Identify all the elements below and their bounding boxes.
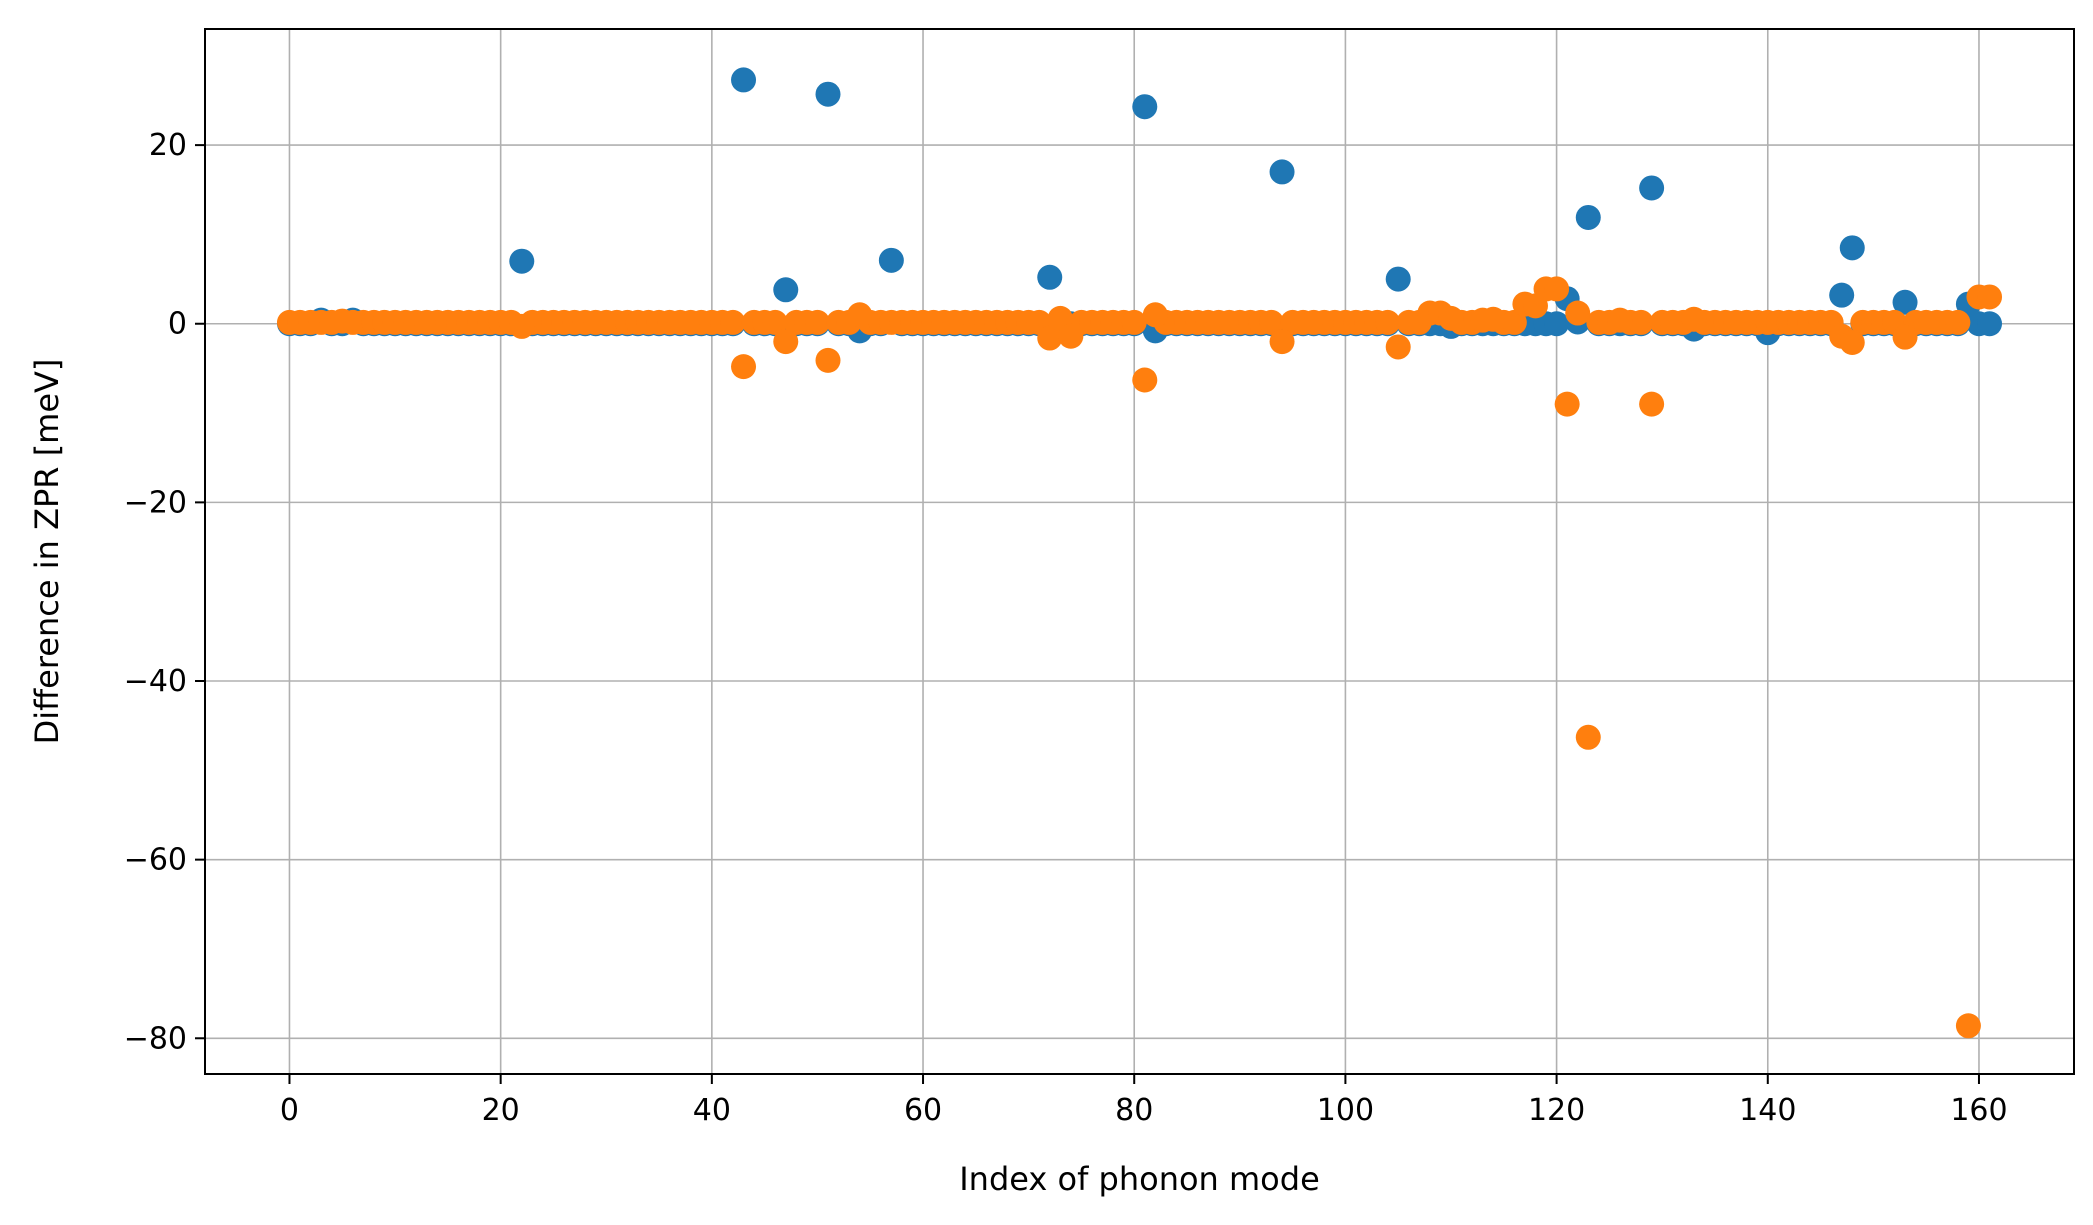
data-point	[1544, 276, 1570, 302]
data-point	[329, 308, 355, 334]
data-point	[1829, 282, 1855, 308]
data-point	[1132, 367, 1158, 393]
data-point	[509, 313, 535, 339]
data-point	[1977, 284, 2003, 310]
data-point	[1628, 309, 1654, 335]
data-point	[878, 247, 904, 273]
data-point	[1554, 391, 1580, 417]
y-tick-label: −60	[124, 843, 187, 878]
data-point	[815, 81, 841, 107]
x-tick-label: 60	[904, 1093, 942, 1128]
data-point	[1977, 311, 2003, 337]
x-axis-label: Index of phonon mode	[959, 1160, 1320, 1198]
y-tick-label: −20	[124, 485, 187, 520]
data-point	[847, 302, 873, 328]
y-tick-label: −80	[124, 1021, 187, 1056]
data-point	[1544, 311, 1570, 337]
data-point	[1480, 306, 1506, 332]
x-tick-label: 140	[1739, 1093, 1796, 1128]
data-point	[1037, 264, 1063, 290]
data-point	[1058, 323, 1084, 349]
data-point	[509, 248, 535, 274]
y-tick-label: 20	[149, 128, 187, 163]
data-point	[1892, 324, 1918, 350]
x-tick-label: 80	[1115, 1093, 1153, 1128]
data-point	[1575, 204, 1601, 230]
x-tick-label: 40	[693, 1093, 731, 1128]
data-point	[720, 309, 746, 335]
x-tick-label: 120	[1528, 1093, 1585, 1128]
data-point	[1385, 334, 1411, 360]
data-point	[804, 309, 830, 335]
x-tick-label: 20	[482, 1093, 520, 1128]
data-point	[762, 309, 788, 335]
data-point	[1565, 300, 1591, 326]
data-point	[731, 67, 757, 93]
data-point	[1639, 391, 1665, 417]
data-point	[1121, 309, 1147, 335]
series-layer	[276, 67, 2003, 1039]
ticks: 0 20 40 60 80 100 120 140 160 20 0 −20 −40 −60 −80	[124, 128, 2008, 1128]
data-point	[815, 347, 841, 373]
data-point	[1269, 159, 1295, 185]
data-point	[773, 277, 799, 303]
data-point	[731, 354, 757, 380]
data-point	[1681, 306, 1707, 332]
data-point	[1839, 235, 1865, 261]
data-point	[1839, 330, 1865, 355]
data-point	[773, 329, 799, 355]
data-point	[1945, 309, 1971, 335]
data-point	[1258, 309, 1284, 335]
data-point	[1607, 307, 1633, 333]
data-point	[1438, 305, 1464, 331]
x-tick-label: 100	[1317, 1093, 1374, 1128]
data-point	[1639, 175, 1665, 201]
y-tick-label: −40	[124, 664, 187, 699]
data-point	[1269, 329, 1295, 355]
data-point	[1892, 289, 1918, 315]
data-point	[1501, 309, 1527, 335]
x-tick-label: 160	[1950, 1093, 2007, 1128]
data-point	[1955, 1013, 1981, 1039]
data-point	[1375, 309, 1401, 335]
data-point	[1575, 724, 1601, 750]
data-point	[1142, 302, 1168, 328]
data-point	[1132, 94, 1158, 120]
data-point	[1037, 325, 1063, 351]
data-point	[1385, 266, 1411, 292]
y-axis-label: Difference in ZPR [meV]	[28, 359, 66, 745]
plot-frame	[204, 28, 2075, 1075]
y-tick-label: 0	[168, 307, 187, 342]
series-2	[276, 276, 2003, 1039]
x-tick-label: 0	[280, 1093, 299, 1128]
